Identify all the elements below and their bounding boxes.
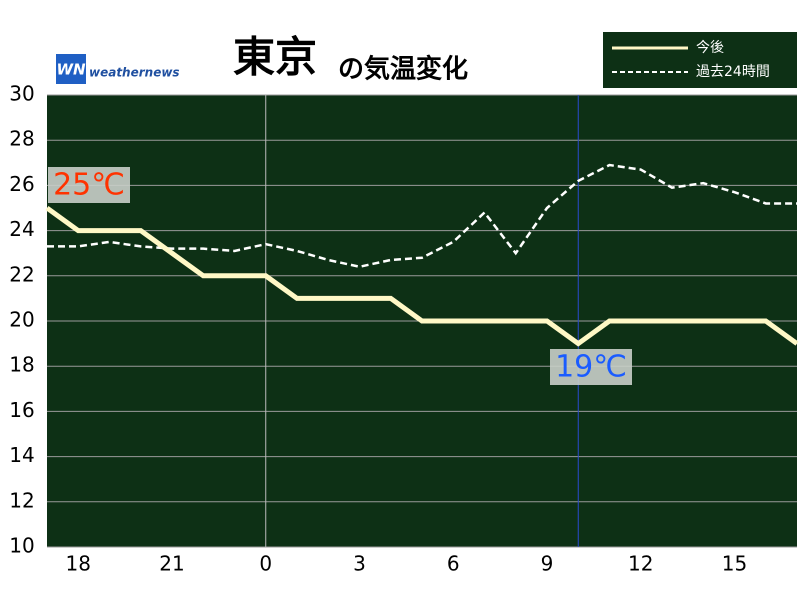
series-line [47,163,797,269]
y-tick-label: 30 [9,82,34,106]
y-tick-label: 12 [9,488,34,512]
legend [603,32,797,88]
logo-mark-bg [56,54,86,84]
x-tick-label: 6 [447,552,460,576]
x-tick-label: 0 [259,552,272,576]
y-tick-label: 28 [9,127,34,151]
legend-label: 今後 [696,40,724,56]
logo-text: weathernews [89,66,180,80]
y-tick-label: 10 [9,534,34,558]
y-tick-label: 26 [9,172,34,196]
legend-label: 過去24時間 [696,64,770,80]
y-tick-label: 18 [9,353,34,377]
x-tick-label: 9 [541,552,554,576]
y-tick-label: 16 [9,398,34,422]
x-tick-label: 21 [159,552,184,576]
annotation-bg [48,167,130,203]
annotation-bg [550,349,632,385]
y-tick-label: 20 [9,308,34,332]
chart-title-suffix: の気温変化 [338,54,468,85]
chart-title: 東京 [233,33,317,82]
annotation: 25℃ [53,168,125,203]
x-tick-label: 12 [628,552,653,576]
logo: WN weathernews [56,54,180,84]
annotation: 19℃ [555,350,627,385]
logo-mark: WN [56,61,86,79]
y-tick-label: 22 [9,262,34,286]
y-tick-label: 14 [9,443,34,467]
series-line [45,205,799,347]
x-tick-label: 3 [353,552,366,576]
x-tick-label: 15 [722,552,747,576]
x-tick-label: 18 [66,552,91,576]
y-tick-label: 24 [9,217,34,241]
